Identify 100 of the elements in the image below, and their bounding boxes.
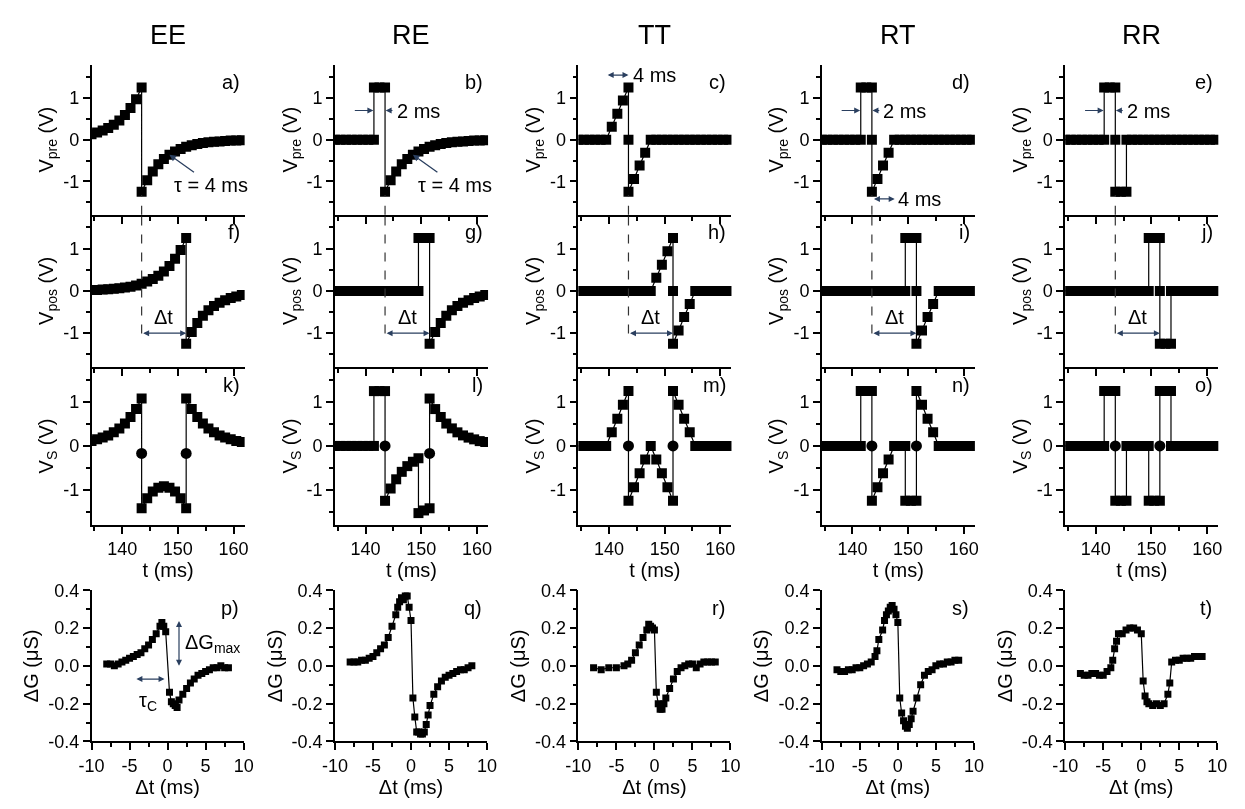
y-tick-label: -0.4	[291, 731, 323, 752]
y-tick-label: -1	[1036, 171, 1053, 192]
y-axis-title: ΔG (μS)	[506, 629, 529, 703]
y-tick-label: -1	[549, 171, 567, 192]
chart-title: RR	[1122, 20, 1161, 50]
x-tick-label: 5	[1174, 755, 1185, 776]
y-tick-label: 0	[1042, 436, 1053, 457]
y-tick-label: 1	[555, 238, 567, 259]
y-tick-label: 0.4	[1027, 580, 1053, 601]
annotation: m)	[703, 374, 727, 396]
x-tick-label: 5	[930, 755, 941, 776]
annotation: t)	[1200, 597, 1213, 619]
x-tick-label: -5	[608, 755, 625, 776]
x-tick-label: 160	[948, 539, 979, 560]
y-tick-label: 0.0	[540, 656, 567, 677]
annotation: τ = 4 ms	[418, 174, 493, 196]
y-tick-label: 0	[69, 281, 80, 302]
y-tick-label: -0.4	[534, 731, 567, 752]
y-tick-label: 1	[69, 238, 80, 259]
annotation: 4 ms	[633, 64, 677, 86]
y-tick-label: -1	[63, 480, 80, 501]
y-tick-label: 0	[555, 281, 567, 302]
y-tick-label: 0	[312, 436, 323, 457]
x-tick-label: 150	[406, 539, 437, 560]
y-tick-label: 1	[312, 238, 323, 259]
x-tick-label: 160	[1192, 539, 1223, 560]
annotation: s)	[952, 597, 969, 619]
x-axis-title: t (ms)	[385, 559, 438, 582]
chart-title: TT	[638, 20, 671, 50]
chart-title: RE	[392, 20, 430, 50]
y-axis-title: ΔG (μS)	[993, 629, 1016, 703]
x-tick-label: 10	[720, 755, 741, 776]
x-axis-title: Δt (ms)	[378, 775, 444, 798]
y-tick-label: 0.2	[1027, 618, 1053, 639]
y-tick-label: 0	[1042, 281, 1053, 302]
y-tick-label: -0.2	[291, 693, 323, 714]
annotation: d)	[952, 71, 970, 93]
x-tick-label: 140	[1080, 539, 1111, 560]
y-tick-label: 0	[799, 130, 810, 151]
x-tick-label: -10	[321, 755, 348, 776]
x-tick-label: 10	[963, 755, 984, 776]
y-tick-label: -0.4	[778, 731, 810, 752]
annotation: c)	[709, 71, 726, 93]
annotation: l)	[472, 374, 484, 396]
x-axis-title: t (ms)	[872, 559, 924, 582]
y-tick-label: 1	[312, 392, 323, 413]
annotation: 2 ms	[1127, 100, 1171, 122]
annotation: q)	[464, 597, 482, 619]
y-tick-label: 0	[799, 436, 810, 457]
y-tick-label: -0.2	[534, 693, 567, 714]
y-tick-label: 0.2	[297, 618, 323, 639]
y-tick-label: 1	[555, 88, 567, 109]
x-axis-title: t (ms)	[142, 559, 194, 582]
chart-title: RT	[880, 20, 916, 50]
annotation: a)	[222, 71, 240, 93]
annotation: τ = 4 ms	[174, 174, 249, 196]
y-tick-label: 0	[69, 436, 80, 457]
y-tick-label: 0.4	[540, 580, 567, 601]
y-tick-label: 0.2	[540, 618, 567, 639]
annotation: 2 ms	[397, 100, 441, 122]
x-axis-title: Δt (ms)	[622, 775, 687, 798]
annotation: k)	[223, 374, 240, 396]
y-tick-label: 0.0	[784, 656, 810, 677]
x-tick-label: 150	[162, 539, 193, 560]
annotation: Δt	[154, 306, 174, 328]
y-tick-label: 0	[312, 130, 323, 151]
annotation: Δt	[1128, 306, 1148, 328]
y-tick-label: 0.4	[297, 580, 323, 601]
y-tick-label: 0.4	[54, 580, 80, 601]
x-tick-label: 160	[705, 539, 736, 560]
x-tick-label: 0	[649, 755, 660, 776]
y-tick-label: -1	[793, 171, 810, 192]
y-tick-label: 1	[69, 392, 80, 413]
annotation: τ$_{C}$	[139, 689, 158, 715]
y-tick-label: -1	[306, 323, 323, 344]
y-tick-label: -0.2	[778, 693, 810, 714]
annotation: j)	[1201, 221, 1214, 243]
annotation: f)	[228, 221, 241, 243]
annotation: 4 ms	[898, 188, 942, 210]
y-tick-label: -1	[1036, 480, 1053, 501]
y-tick-label: 1	[1042, 238, 1053, 259]
y-tick-label: 0.0	[297, 656, 323, 677]
y-tick-label: -1	[793, 323, 810, 344]
annotation: h)	[708, 221, 726, 243]
annotation: Δt	[398, 306, 418, 328]
annotation: o)	[1195, 374, 1213, 396]
y-axis-title: ΔG (μS)	[20, 629, 43, 703]
chart-title: EE	[150, 20, 187, 50]
x-tick-label: 5	[444, 755, 455, 776]
x-tick-label: 0	[892, 755, 903, 776]
x-tick-label: -5	[1095, 755, 1112, 776]
x-tick-label: 150	[893, 539, 924, 560]
x-tick-label: 10	[233, 755, 254, 776]
y-tick-label: 1	[312, 88, 323, 109]
x-tick-label: 140	[837, 539, 868, 560]
y-tick-label: 0.0	[54, 656, 80, 677]
x-tick-label: 0	[1136, 755, 1147, 776]
y-tick-label: 0	[1042, 130, 1053, 151]
x-tick-label: -10	[565, 755, 592, 776]
y-tick-label: -1	[306, 171, 323, 192]
